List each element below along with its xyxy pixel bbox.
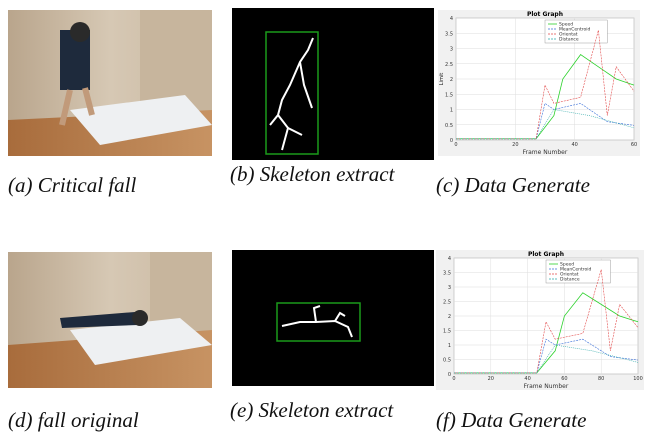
figure-art: 020406000.511.522.533.54Plot GraphFrame … xyxy=(0,0,648,447)
y-axis-label: Limit xyxy=(439,73,445,85)
x-tick-label: 0 xyxy=(454,142,457,148)
figure: 020406000.511.522.533.54Plot GraphFrame … xyxy=(0,0,648,447)
x-tick-label: 20 xyxy=(488,376,494,382)
y-tick-label: 4 xyxy=(448,256,451,262)
legend-label: Distance xyxy=(559,37,579,43)
plot-title: Plot Graph xyxy=(528,251,564,258)
y-tick-label: 1 xyxy=(448,343,451,349)
plot-title: Plot Graph xyxy=(527,11,563,18)
y-tick-label: 0.5 xyxy=(445,123,453,129)
photo-critical-fall xyxy=(8,10,212,156)
photo-fall-original xyxy=(8,252,212,388)
y-tick-label: 1.5 xyxy=(445,92,453,98)
x-tick-label: 80 xyxy=(598,376,604,382)
y-tick-label: 2.5 xyxy=(445,62,453,68)
y-tick-label: 2 xyxy=(450,77,453,83)
caption: (b) Skeleton extract xyxy=(230,162,408,186)
x-tick-label: 60 xyxy=(561,376,567,382)
x-axis-label: Frame Number xyxy=(524,383,569,390)
caption: (e) Skeleton extract xyxy=(230,398,408,422)
y-tick-label: 2 xyxy=(448,314,451,320)
x-axis-label: Frame Number xyxy=(523,149,568,156)
y-tick-label: 0 xyxy=(450,138,453,144)
x-tick-label: 20 xyxy=(512,142,518,148)
caption: (d) fall original xyxy=(8,408,218,432)
y-tick-label: 0.5 xyxy=(443,358,451,364)
y-tick-label: 2.5 xyxy=(443,300,451,306)
y-tick-label: 3.5 xyxy=(443,271,451,277)
y-tick-label: 3 xyxy=(450,47,453,53)
x-tick-label: 100 xyxy=(633,376,643,382)
y-tick-label: 4 xyxy=(450,16,453,22)
y-tick-label: 1 xyxy=(450,108,453,114)
y-tick-label: 1.5 xyxy=(443,329,451,335)
skeleton-image xyxy=(232,250,434,386)
y-tick-label: 3.5 xyxy=(445,31,453,37)
x-tick-label: 40 xyxy=(571,142,577,148)
skeleton-image xyxy=(232,8,434,160)
legend-label: Distance xyxy=(560,277,580,283)
caption: (a) Critical fall xyxy=(8,173,218,197)
x-tick-label: 40 xyxy=(524,376,530,382)
y-tick-label: 0 xyxy=(448,372,451,378)
x-tick-label: 60 xyxy=(631,142,637,148)
y-tick-label: 3 xyxy=(448,285,451,291)
x-tick-label: 0 xyxy=(452,376,455,382)
caption: (c) Data Generate xyxy=(436,173,646,197)
caption: (f) Data Generate xyxy=(436,408,646,432)
